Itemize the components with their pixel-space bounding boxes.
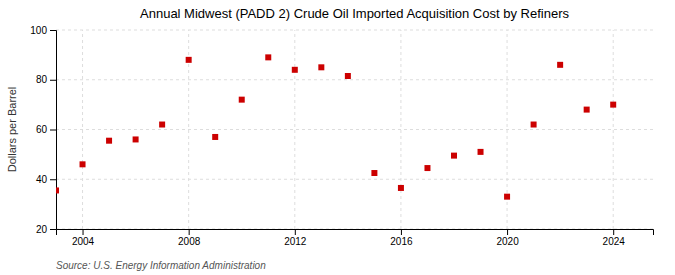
point [106, 138, 112, 144]
x-axis-tick-label: 2020 [496, 236, 519, 247]
y-axis-tick-label: 80 [36, 74, 48, 85]
point [56, 187, 59, 193]
x-axis-tick: 2020 [496, 229, 519, 247]
point [451, 153, 457, 159]
point [531, 122, 537, 128]
x-axis-tick: 2016 [390, 229, 413, 247]
x-axis-tick-mark [613, 229, 614, 235]
y-axis-tick-mark [50, 130, 56, 131]
y-axis-tick-label: 60 [36, 124, 48, 135]
x-axis-tick-label: 2004 [72, 236, 95, 247]
y-axis-tick: 40 [36, 174, 56, 185]
x-axis-tick-mark [507, 229, 508, 235]
point [584, 107, 590, 113]
x-axis-tick-mark [401, 229, 402, 235]
point [610, 102, 616, 108]
y-axis-tick-label: 20 [36, 224, 48, 235]
x-axis-tick-mark [189, 229, 190, 235]
point [504, 194, 510, 200]
y-axis-tick-mark [50, 229, 56, 230]
point [80, 161, 86, 167]
y-axis-tick: 80 [36, 74, 56, 85]
grid-line [56, 129, 653, 130]
y-axis-tick-label: 100 [30, 25, 47, 36]
point [133, 136, 139, 142]
point [345, 73, 351, 79]
point [265, 54, 271, 60]
y-axis-title: Dollars per Barrel [6, 87, 18, 173]
source: Source: U.S. Energy Information Administ… [56, 260, 266, 271]
x-axis: 2004 2008 2012 2016 2020 2024 [57, 229, 654, 247]
x-axis-tick: 2012 [284, 229, 307, 247]
y-axis: 20 40 60 80 100 [30, 25, 56, 235]
chart: 2004 2008 2012 2016 2020 2024 20 40 60 80 100 Annua… [0, 0, 675, 275]
x-axis-tick-mark [295, 229, 296, 235]
grid-line [56, 79, 653, 80]
x-axis-tick: 2004 [72, 229, 95, 247]
point [371, 170, 377, 176]
y-axis-tick-mark [50, 80, 56, 81]
point [292, 67, 298, 73]
grid [56, 30, 653, 229]
point [212, 134, 218, 140]
grid-line [400, 30, 401, 229]
x-axis-tick-label: 2008 [178, 236, 201, 247]
x-axis-tick-label: 2016 [390, 236, 413, 247]
y-axis-tick: 60 [36, 124, 56, 135]
x-axis-tick-label: 2012 [284, 236, 307, 247]
y-axis-tick: 20 [36, 224, 56, 235]
title: Annual Midwest (PADD 2) Crude Oil Import… [140, 6, 569, 21]
grid-line [56, 179, 653, 180]
grid-line [56, 30, 653, 31]
point [478, 149, 484, 155]
point [398, 185, 404, 191]
point [239, 97, 245, 103]
y-axis-tick: 100 [30, 25, 56, 36]
x-axis-tick: 2008 [178, 229, 201, 247]
x-axis-tick-mark [83, 229, 84, 235]
point [557, 62, 563, 68]
grid-line [82, 30, 83, 229]
point [159, 122, 165, 128]
y-axis-line [50, 31, 57, 230]
point [318, 64, 324, 70]
x-axis-tick-label: 2024 [603, 236, 626, 247]
grid-line [294, 30, 295, 229]
x-axis-tick: 2024 [603, 229, 626, 247]
point [424, 165, 430, 171]
point [186, 57, 192, 63]
points [56, 54, 616, 199]
y-axis-tick-mark [50, 30, 56, 31]
x-axis-line [57, 230, 654, 236]
y-axis-tick-mark [50, 179, 56, 180]
grid-line [613, 30, 614, 229]
y-axis-tick-label: 40 [36, 174, 48, 185]
